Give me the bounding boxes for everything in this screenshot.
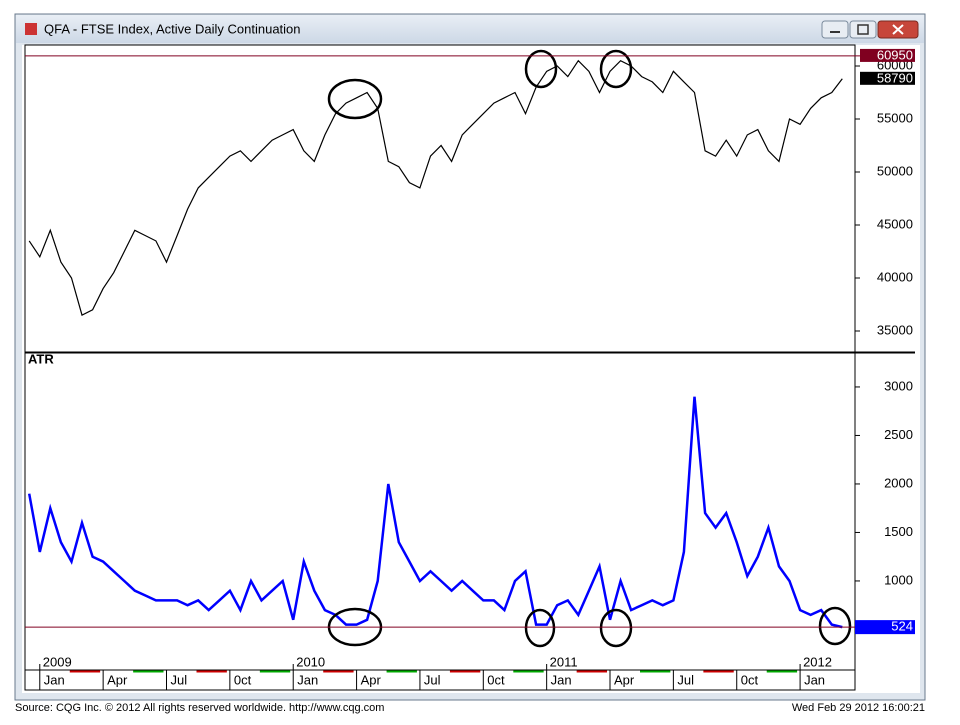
minimize-button[interactable] [821, 20, 849, 39]
y-tick-label: 40000 [877, 269, 913, 284]
y-tick-label: 50000 [877, 163, 913, 178]
title-bar [16, 15, 924, 43]
reference-label: 60950 [877, 47, 913, 62]
y-tick-label: 1500 [884, 524, 913, 539]
x-tick-label: Apr [361, 672, 382, 687]
panel-title: ATR [28, 351, 54, 366]
y-tick-label: 2000 [884, 475, 913, 490]
series-line [28, 59, 843, 316]
chart-area [22, 45, 920, 693]
y-tick-label: 45000 [877, 216, 913, 231]
y-tick-label: 55000 [877, 110, 913, 125]
x-axis-strip [24, 669, 856, 691]
annotation-circle [524, 49, 558, 89]
y-tick-label: 35000 [877, 322, 913, 337]
x-tick-label: Jan [551, 672, 572, 687]
x-tick-label: 0ct [487, 672, 505, 687]
timestamp: Wed Feb 29 2012 16:00:21 [792, 702, 925, 714]
x-tick-label: Jan [297, 672, 318, 687]
annotation-circle [327, 78, 383, 120]
last-value-box [860, 71, 915, 85]
x-tick-label: Jan [804, 672, 825, 687]
close-icon [892, 24, 904, 35]
app-icon [25, 23, 37, 35]
x-tick-label: Jan [44, 672, 65, 687]
annotation-circle [524, 608, 556, 648]
year-label: 2009 [43, 654, 72, 669]
year-label: 2011 [550, 654, 578, 669]
last-value-label: 524 [891, 619, 913, 634]
x-tick-label: Jul [171, 672, 188, 687]
maximize-icon [857, 24, 869, 35]
x-tick-label: Apr [107, 672, 128, 687]
series-line [27, 396, 843, 629]
annotation-circle [599, 608, 633, 648]
window-title: QFA - FTSE Index, Active Daily Continuat… [44, 21, 301, 36]
x-tick-label: Jul [677, 672, 694, 687]
annotation-circle [599, 49, 633, 89]
annotation-circle [818, 606, 852, 646]
last-value-label: 58790 [877, 70, 913, 85]
reference-label-box [860, 48, 915, 62]
annotations [327, 49, 852, 648]
x-tick-label: 0ct [741, 672, 759, 687]
maximize-button[interactable] [849, 20, 877, 39]
last-value-box [855, 620, 915, 635]
y-tick-label: 3000 [884, 378, 913, 393]
y-tick-label: 2500 [884, 427, 913, 442]
x-tick-label: 0ct [234, 672, 252, 687]
source-note: Source: CQG Inc. © 2012 All rights reser… [15, 702, 384, 714]
y-tick-label: 1000 [884, 572, 913, 587]
year-label: 2010 [296, 654, 325, 669]
x-tick-label: Jul [424, 672, 441, 687]
x-tick-label: Apr [614, 672, 635, 687]
year-label: 2012 [803, 654, 832, 669]
